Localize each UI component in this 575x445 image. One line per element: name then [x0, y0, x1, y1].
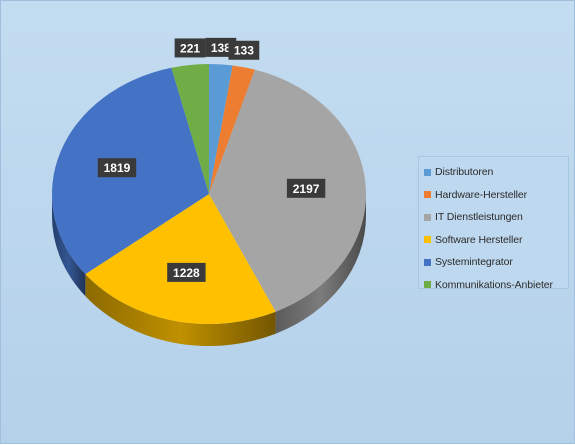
data-label-value: 1819: [104, 161, 131, 175]
data-label-box: [228, 40, 260, 60]
legend-item-systemintegrator: Systemintegrator: [424, 251, 568, 274]
data-label-box: [167, 262, 206, 282]
data-label-kommunikations-anbieter: 221: [174, 38, 206, 58]
legend-swatch: [424, 258, 431, 266]
pie-slice-kommunikations-anbieter: [171, 64, 209, 194]
data-label-value: 2197: [293, 182, 320, 196]
legend: Distributoren Hardware-Hersteller IT Diens…: [418, 156, 569, 291]
legend-label: Hardware-Hersteller: [435, 188, 528, 201]
pie-side-it-dienstleistungen: [275, 194, 366, 334]
legend-swatch: [424, 191, 431, 199]
legend-item-kommunikations-anbieter: Kommunikations-Anbieter: [424, 274, 568, 297]
legend-label: IT Dienstleistungen: [435, 211, 523, 224]
legend-swatch: [424, 213, 431, 221]
legend-label: Software Hersteller: [435, 233, 523, 246]
pie-slice-distributoren: [209, 64, 233, 194]
legend-item-distributoren: Distributoren: [424, 161, 568, 184]
legend-swatch: [424, 168, 431, 176]
data-label-value: 1228: [173, 266, 200, 280]
data-label-it-dienstleistungen: 2197: [286, 178, 326, 198]
legend-item-hardware-hersteller: Hardware-Hersteller: [424, 184, 568, 207]
legend-swatch: [424, 281, 431, 289]
legend-label: Kommunikations-Anbieter: [435, 278, 553, 291]
data-label-value: 138: [211, 41, 231, 55]
data-label-value: 133: [234, 44, 254, 58]
legend-item-it-dienstleistungen: IT Dienstleistungen: [424, 206, 568, 229]
pie-side-software-hersteller: [85, 274, 276, 346]
legend-item-software-hersteller: Software Hersteller: [424, 229, 568, 252]
data-label-hardware-hersteller: 133: [228, 40, 260, 60]
pie-slice-software-hersteller: [85, 194, 276, 324]
data-label-software-hersteller: 1228: [167, 262, 206, 282]
pie-side-systemintegrator: [52, 194, 86, 297]
pie-slice-hardware-hersteller: [209, 65, 255, 194]
data-label-box: [174, 38, 206, 58]
data-label-box: [97, 158, 137, 178]
data-label-box: [286, 178, 326, 198]
data-label-systemintegrator: 1819: [97, 158, 137, 178]
legend-label: Systemintegrator: [435, 256, 513, 269]
data-label-value: 221: [180, 41, 200, 55]
legend-swatch: [424, 236, 431, 244]
legend-label: Distributoren: [435, 166, 494, 179]
